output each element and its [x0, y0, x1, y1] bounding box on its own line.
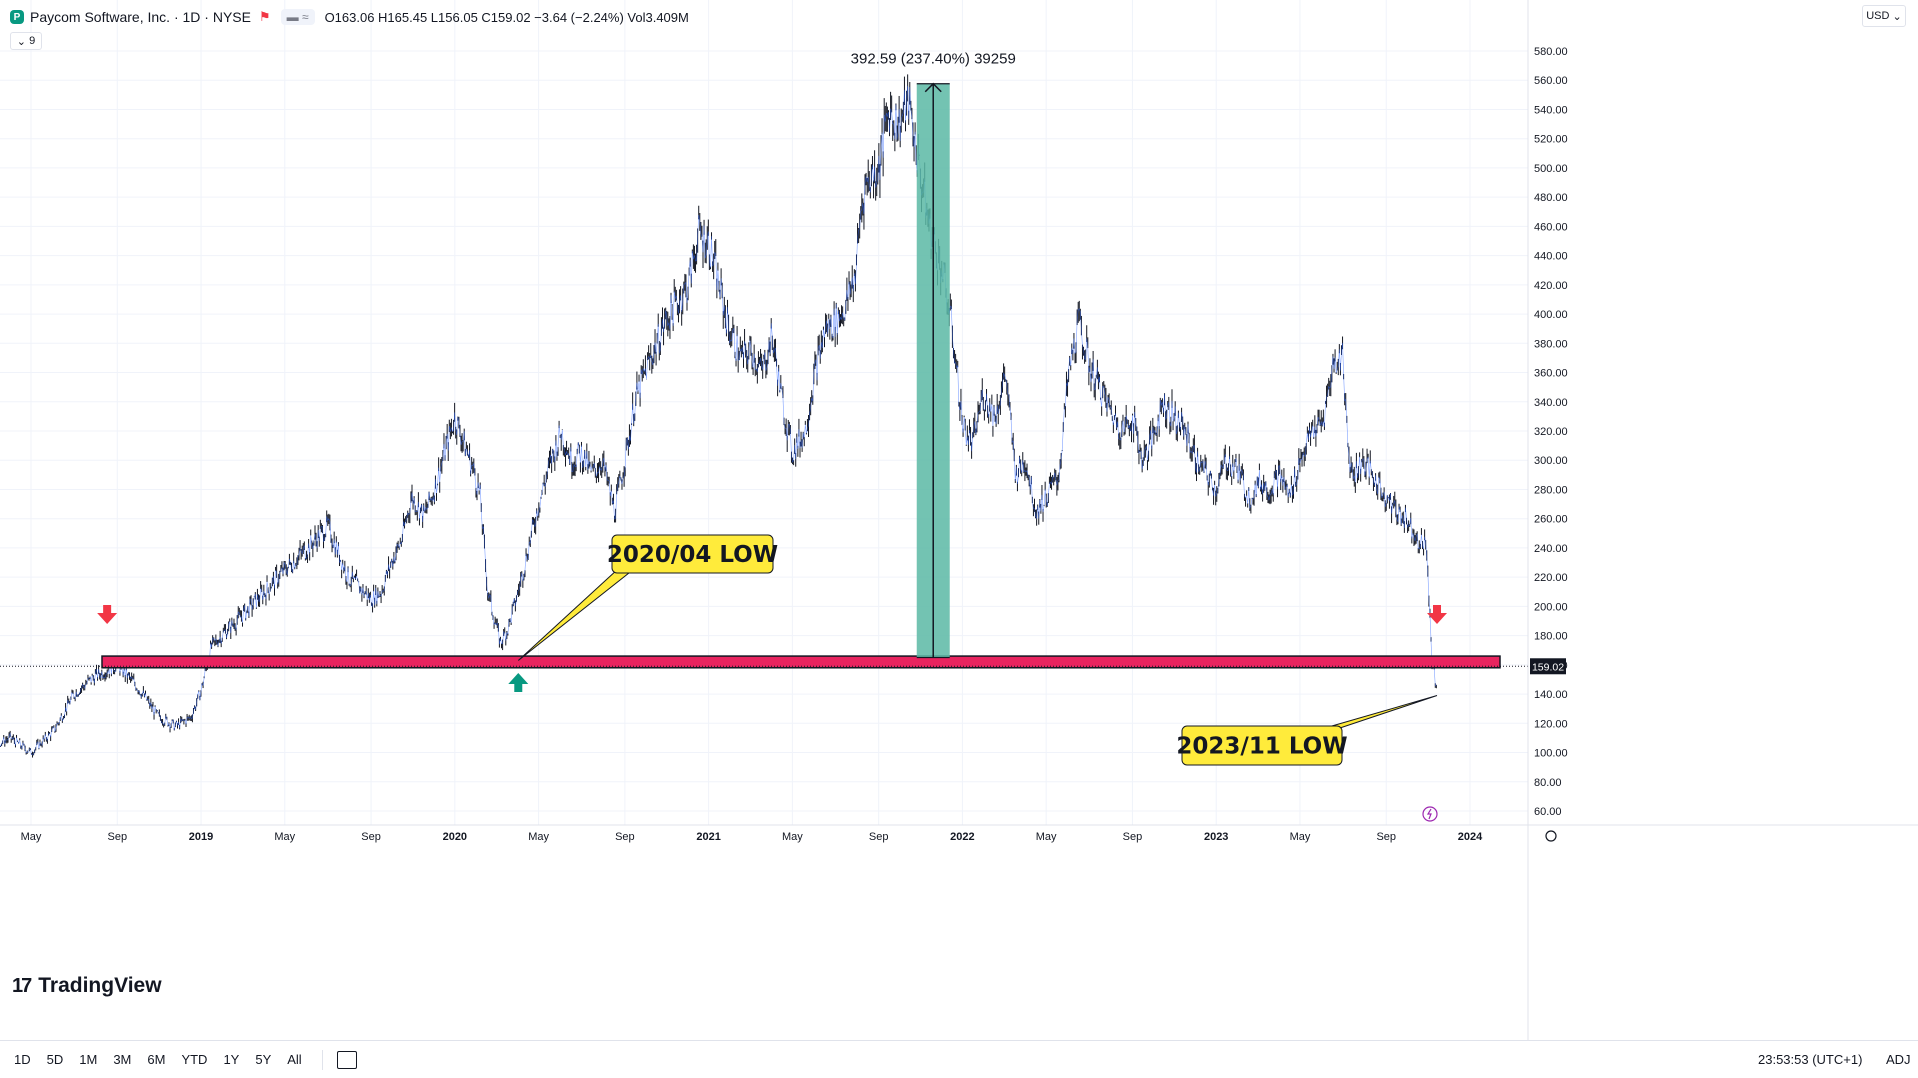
callout-2020-low-box[interactable] — [611, 534, 774, 574]
ohlc-readout: O163.06 H165.45 L156.05 C159.02 −3.64 (−… — [324, 9, 689, 25]
chevron-down-icon: ⌄ — [1889, 10, 1902, 23]
x-tick-label: May — [274, 831, 295, 843]
range-button-ytd[interactable]: YTD — [181, 1052, 208, 1067]
y-tick-label: 500.00 — [1534, 163, 1568, 175]
range-button-1y[interactable]: 1Y — [223, 1052, 240, 1067]
bottom-toolbar: 1D 5D 1M 3M 6M YTD 1Y 5Y All 23:53:53 (UTC+1) AD… — [0, 1040, 1918, 1078]
y-tick-label: 320.00 — [1534, 426, 1568, 438]
x-tick-label: Sep — [615, 831, 635, 843]
y-tick-label: 560.00 — [1534, 75, 1568, 87]
tradingview-logo[interactable]: 17 TradingView — [12, 974, 162, 998]
price-axis: 60.0080.00100.00120.00140.00160.00180.00… — [1527, 0, 1568, 1040]
range-button-5y[interactable]: 5Y — [255, 1052, 272, 1067]
y-tick-label: 540.00 — [1534, 104, 1568, 116]
green-up-arrow-icon[interactable] — [508, 673, 529, 692]
range-button-5d[interactable]: 5D — [46, 1052, 64, 1067]
x-tick-label: Sep — [1123, 831, 1143, 843]
flag-icon[interactable]: ⚑ — [258, 9, 271, 24]
x-tick-label: Sep — [108, 831, 128, 843]
lightning-glyph — [1426, 808, 1432, 820]
measure-label: 392.59 (237.40%) 39259 — [851, 51, 1016, 68]
x-tick-label: 2020 — [443, 831, 467, 843]
y-tick-label: 300.00 — [1534, 455, 1568, 467]
callout-2023-low-label: 2023/11 LOW — [1176, 734, 1347, 760]
price-chart[interactable]: 392.59 (237.40%) 39259 2020/04 LOW 2023/11… — [0, 0, 1918, 1040]
x-tick-label: May — [1290, 831, 1311, 843]
range-button-all[interactable]: All — [287, 1052, 302, 1067]
lightning-icon[interactable] — [1422, 806, 1438, 822]
tradingview-wordmark: TradingView — [38, 974, 162, 997]
y-tick-label: 460.00 — [1534, 221, 1568, 233]
y-tick-label: 420.00 — [1534, 280, 1568, 292]
y-tick-label: 200.00 — [1534, 601, 1568, 613]
x-tick-label: 2021 — [696, 831, 720, 843]
indicators-toggle-button[interactable]: ⌄ 9 — [10, 32, 42, 50]
adj-toggle[interactable]: ADJ — [1886, 1052, 1911, 1067]
last-price-badge — [1530, 658, 1566, 675]
x-tick-label: May — [21, 831, 42, 843]
paycom-logo-icon: P — [10, 10, 24, 24]
x-tick-label: May — [1036, 831, 1057, 843]
currency-selector[interactable]: USD ⌄ — [1862, 5, 1906, 27]
toolbar-divider — [321, 1049, 323, 1070]
price-series — [0, 74, 1437, 758]
currency-label: USD — [1866, 10, 1890, 22]
y-tick-label: 120.00 — [1534, 718, 1568, 730]
y-tick-label: 360.00 — [1534, 368, 1568, 380]
callout-2023-low-box[interactable] — [1181, 725, 1343, 766]
y-tick-label: 440.00 — [1534, 251, 1568, 263]
tradingview-mark-icon: 17 — [12, 974, 32, 997]
range-button-3m[interactable]: 3M — [113, 1052, 132, 1067]
callout-2020-low-label: 2020/04 LOW — [607, 542, 778, 568]
y-tick-label: 60.00 — [1534, 806, 1562, 818]
y-tick-label: 520.00 — [1534, 134, 1568, 146]
y-tick-label: 100.00 — [1534, 748, 1568, 760]
calendar-icon[interactable] — [336, 1050, 357, 1069]
y-tick-label: 280.00 — [1534, 484, 1568, 496]
y-tick-label: 400.00 — [1534, 309, 1568, 321]
x-tick-label: Sep — [1376, 831, 1396, 843]
compare-icon[interactable]: ▬ ≈ — [280, 9, 315, 25]
compare-pill-glyph: ▬ — [286, 10, 302, 24]
red-down-arrow-icon[interactable] — [1427, 605, 1448, 624]
x-tick-label: 2019 — [189, 831, 213, 843]
y-tick-label: 220.00 — [1534, 572, 1568, 584]
y-tick-label: 480.00 — [1534, 192, 1568, 204]
time-axis: May Sep 2019 May Sep 2020 May Sep 2021 May Sep 2022… — [0, 824, 1918, 843]
indicators-count: 9 — [29, 35, 36, 47]
red-down-arrow-icon[interactable] — [97, 605, 118, 624]
range-selector: 1D 5D 1M 3M 6M YTD 1Y 5Y All — [14, 1052, 318, 1067]
y-tick-label: 140.00 — [1534, 689, 1568, 701]
drawing-overlays: 392.59 (237.40%) 39259 2020/04 LOW 2023/11… — [0, 51, 1528, 822]
y-tick-label: 240.00 — [1534, 543, 1568, 555]
x-tick-label: Sep — [869, 831, 889, 843]
chevron-down-icon: ⌄ — [16, 35, 30, 48]
compare-pill-label: ≈ — [301, 10, 309, 24]
y-tick-label: 340.00 — [1534, 397, 1568, 409]
price-line — [0, 85, 1437, 755]
x-tick-label: May — [528, 831, 549, 843]
last-price-label: 159.02 — [1532, 661, 1564, 673]
x-tick-label: 2022 — [950, 831, 974, 843]
y-tick-label: 260.00 — [1534, 514, 1568, 526]
y-tick-label: 80.00 — [1534, 777, 1562, 789]
range-button-1m[interactable]: 1M — [79, 1052, 98, 1067]
settings-gear-icon[interactable] — [1545, 830, 1557, 842]
x-tick-label: 2024 — [1458, 831, 1483, 843]
y-tick-label: 580.00 — [1534, 46, 1568, 58]
clock-readout[interactable]: 23:53:53 (UTC+1) — [1758, 1052, 1863, 1067]
y-tick-label: 380.00 — [1534, 338, 1568, 350]
support-band[interactable] — [101, 655, 1501, 669]
symbol-header: P Paycom Software, Inc. · 1D · NYSE ⚑ ▬ … — [10, 6, 689, 28]
symbol-title[interactable]: Paycom Software, Inc. · 1D · NYSE — [30, 9, 251, 25]
x-tick-label: Sep — [361, 831, 381, 843]
range-button-1d[interactable]: 1D — [14, 1052, 31, 1067]
range-button-6m[interactable]: 6M — [147, 1052, 166, 1067]
x-tick-label: 2023 — [1204, 831, 1228, 843]
x-tick-label: May — [782, 831, 803, 843]
y-tick-label: 180.00 — [1534, 631, 1568, 643]
